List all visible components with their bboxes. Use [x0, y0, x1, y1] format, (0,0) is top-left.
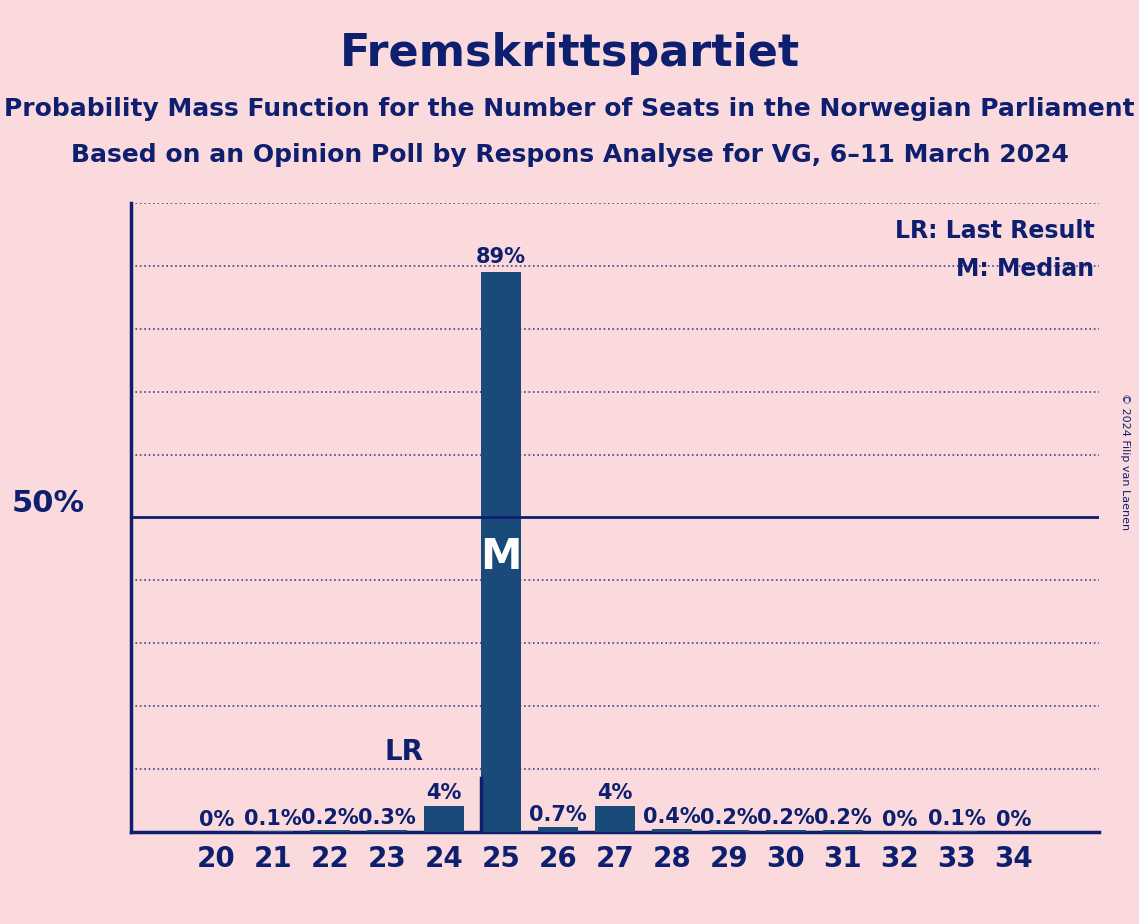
Text: 4%: 4%	[426, 784, 462, 803]
Text: Based on an Opinion Poll by Respons Analyse for VG, 6–11 March 2024: Based on an Opinion Poll by Respons Anal…	[71, 143, 1068, 167]
Bar	[482, 273, 522, 832]
Text: 0%: 0%	[198, 809, 235, 830]
Bar	[822, 831, 863, 832]
Text: Fremskrittspartiet: Fremskrittspartiet	[339, 32, 800, 76]
Bar	[425, 807, 465, 832]
Text: 0.2%: 0.2%	[757, 808, 814, 829]
Bar	[652, 829, 693, 832]
Text: © 2024 Filip van Laenen: © 2024 Filip van Laenen	[1121, 394, 1130, 530]
Text: M: M	[481, 536, 522, 578]
Text: 0.7%: 0.7%	[530, 806, 587, 825]
Text: 0.2%: 0.2%	[814, 808, 871, 829]
Text: LR: Last Result: LR: Last Result	[894, 219, 1095, 243]
Text: M: Median: M: Median	[956, 257, 1095, 281]
Text: 0.4%: 0.4%	[644, 808, 700, 827]
Text: Probability Mass Function for the Number of Seats in the Norwegian Parliament: Probability Mass Function for the Number…	[5, 97, 1134, 121]
Text: LR: LR	[385, 737, 424, 766]
Text: 89%: 89%	[476, 248, 526, 267]
Text: 0.2%: 0.2%	[302, 808, 359, 829]
Text: 0%: 0%	[882, 809, 918, 830]
Text: 0.1%: 0.1%	[245, 809, 302, 829]
Text: 0%: 0%	[995, 809, 1032, 830]
Text: 4%: 4%	[597, 784, 633, 803]
Bar	[595, 807, 636, 832]
Bar	[538, 827, 577, 832]
Text: 0.1%: 0.1%	[928, 809, 985, 829]
Text: 0.3%: 0.3%	[359, 808, 416, 828]
Bar	[310, 831, 350, 832]
Text: 0.2%: 0.2%	[700, 808, 757, 829]
Text: 50%: 50%	[11, 489, 84, 518]
Bar	[708, 831, 749, 832]
Bar	[767, 831, 806, 832]
Bar	[367, 830, 407, 832]
